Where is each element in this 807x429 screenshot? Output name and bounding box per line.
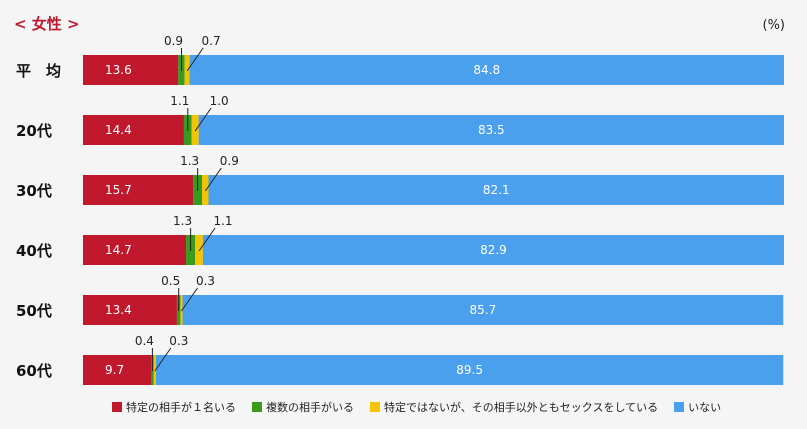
category-label: 30代 bbox=[16, 182, 52, 200]
legend-label: 特定ではないが、その相手以外ともセックスをしている bbox=[384, 401, 659, 414]
data-label: 9.7 bbox=[105, 363, 124, 377]
legend-label: 複数の相手がいる bbox=[266, 401, 354, 414]
leader-line bbox=[194, 107, 212, 132]
data-label: 1.3 bbox=[180, 154, 199, 168]
data-label: 0.9 bbox=[220, 154, 239, 168]
category-label: 50代 bbox=[16, 302, 52, 320]
stacked-bar-chart: 平 均 13.6 84.8 0.9 0.7 20代 14.4 83.5 1.1 1.0 30代 15.… bbox=[16, 34, 785, 385]
data-label: 0.3 bbox=[169, 334, 188, 348]
data-label: 82.9 bbox=[480, 243, 507, 257]
legend-item-none: いない bbox=[674, 399, 721, 415]
unit-label: (%) bbox=[762, 18, 786, 33]
data-label: 1.3 bbox=[173, 214, 192, 228]
legend: 特定の相手が１名いる 複数の相手がいる 特定ではないが、その相手以外ともセックス… bbox=[112, 399, 721, 415]
data-label: 83.5 bbox=[478, 123, 505, 137]
bar-segment-specific-one bbox=[83, 355, 151, 385]
bar-segment-none bbox=[155, 355, 784, 385]
bar-segment-none bbox=[182, 295, 784, 325]
legend-swatch bbox=[370, 402, 380, 412]
data-label: 13.4 bbox=[105, 303, 132, 317]
bar-segment-specific-plus-others bbox=[184, 55, 190, 85]
data-label: 1.0 bbox=[210, 94, 229, 108]
leader-line bbox=[154, 347, 172, 372]
legend-swatch bbox=[112, 402, 122, 412]
legend-item-specific-plus-others: 特定ではないが、その相手以外ともセックスをしている bbox=[370, 399, 658, 415]
bar-segment-specific-plus-others bbox=[195, 235, 203, 265]
leader-line bbox=[186, 47, 204, 72]
bar-segment-specific-plus-others bbox=[153, 355, 156, 385]
data-label: 85.7 bbox=[470, 303, 497, 317]
bar-segment-none bbox=[198, 115, 785, 145]
chart-title: < 女性 > bbox=[14, 15, 80, 33]
bar-segment-specific-one bbox=[83, 55, 179, 85]
bar-segment-specific-one bbox=[83, 115, 184, 145]
legend-item-specific-one: 特定の相手が１名いる bbox=[112, 399, 236, 415]
category-label: 平 均 bbox=[16, 62, 61, 80]
bar-segment-specific-plus-others bbox=[180, 295, 183, 325]
bar-segment-specific-one bbox=[83, 295, 177, 325]
leader-line bbox=[204, 167, 222, 192]
category-label: 60代 bbox=[16, 362, 52, 380]
data-label: 0.9 bbox=[164, 34, 183, 48]
leader-line bbox=[181, 287, 198, 312]
legend-item-multiple: 複数の相手がいる bbox=[252, 399, 354, 415]
legend-swatch bbox=[252, 402, 262, 412]
legend-swatch bbox=[674, 402, 685, 412]
bar-segment-specific-one bbox=[83, 175, 194, 205]
bar-segment-none bbox=[208, 175, 784, 205]
data-label: 89.5 bbox=[456, 363, 483, 377]
data-label: 14.7 bbox=[105, 243, 132, 257]
bar-segment-specific-plus-others bbox=[191, 115, 199, 145]
data-label: 14.4 bbox=[105, 123, 132, 137]
bar-segment-specific-one bbox=[83, 235, 187, 265]
data-label: 0.7 bbox=[202, 34, 221, 48]
data-label: 0.4 bbox=[135, 334, 154, 348]
leader-line bbox=[198, 227, 216, 252]
data-label: 13.6 bbox=[105, 63, 132, 77]
data-label: 0.5 bbox=[161, 274, 180, 288]
data-label: 1.1 bbox=[213, 214, 232, 228]
data-label: 82.1 bbox=[483, 183, 510, 197]
data-label: 1.1 bbox=[170, 94, 189, 108]
legend-label: 特定の相手が１名いる bbox=[126, 401, 236, 414]
category-label: 40代 bbox=[16, 242, 52, 260]
bar-segment-none bbox=[189, 55, 784, 85]
data-label: 15.7 bbox=[105, 183, 132, 197]
data-label: 0.3 bbox=[196, 274, 215, 288]
bar-segment-none bbox=[202, 235, 785, 265]
category-label: 20代 bbox=[16, 122, 52, 140]
data-label: 84.8 bbox=[473, 63, 500, 77]
legend-label: いない bbox=[688, 401, 722, 414]
bar-segment-specific-plus-others bbox=[202, 175, 209, 205]
